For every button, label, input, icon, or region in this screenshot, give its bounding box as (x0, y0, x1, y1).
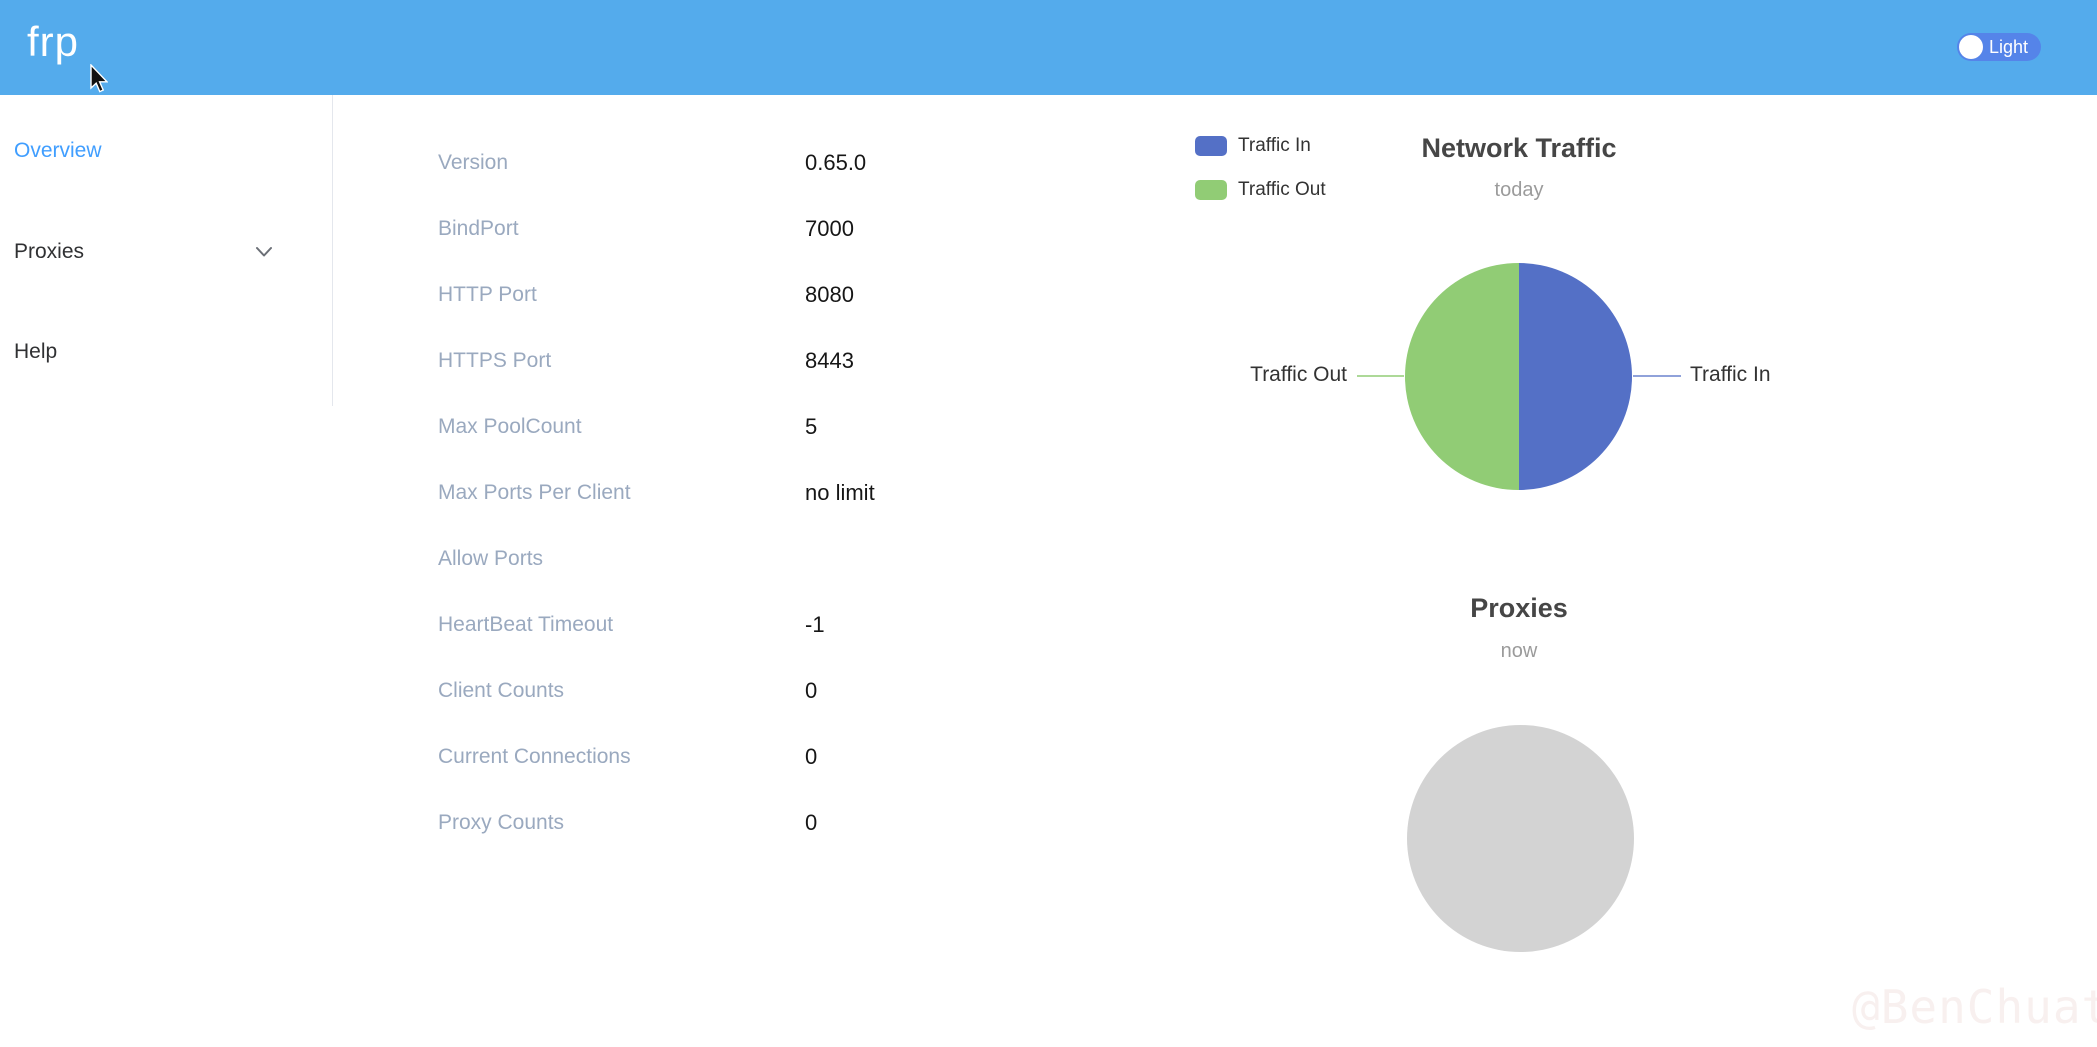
watermark: @BenChuat (1852, 980, 2097, 1034)
sidebar-item-proxies-label: Proxies (14, 240, 85, 263)
config-row-https-port: HTTPS Port 8443 (438, 328, 1038, 394)
config-label: Max PoolCount (438, 415, 582, 438)
config-row-version: Version 0.65.0 (438, 130, 1038, 196)
config-row-client-counts: Client Counts 0 (438, 658, 1038, 724)
config-row-max-ports-per-client: Max Ports Per Client no limit (438, 460, 1038, 526)
config-row-allow-ports: Allow Ports (438, 526, 1038, 592)
config-value: 0 (805, 744, 818, 769)
chevron-down-icon (256, 247, 272, 257)
sidebar: Overview Proxies Help (0, 95, 333, 406)
sidebar-item-proxies[interactable]: Proxies (0, 215, 332, 289)
pie-label-traffic-in: Traffic In (1690, 363, 1771, 386)
config-value: 5 (805, 414, 818, 439)
legend-item-traffic-in[interactable]: Traffic In (1195, 135, 1326, 156)
config-label: Version (438, 151, 509, 174)
config-row-proxy-counts: Proxy Counts 0 (438, 790, 1038, 856)
config-value: no limit (805, 480, 875, 505)
config-value: 0.65.0 (805, 150, 867, 175)
pie-slice-traffic-in[interactable] (1518, 263, 1632, 490)
legend-item-traffic-out[interactable]: Traffic Out (1195, 179, 1326, 200)
app-header: frp Light (0, 0, 2097, 95)
sidebar-item-overview-label: Overview (14, 139, 102, 162)
proxies-chart-subtitle: now (1500, 640, 1538, 662)
config-row-heartbeat-timeout: HeartBeat Timeout -1 (438, 592, 1038, 658)
config-label: Client Counts (438, 679, 565, 702)
chart-legend: Traffic In Traffic Out (1195, 135, 1326, 224)
mouse-cursor-icon (90, 64, 108, 93)
overview-panel: Version 0.65.0 BindPort 7000 HTTP Port 8… (438, 130, 1038, 856)
sidebar-item-help-label: Help (14, 340, 58, 363)
legend-label: Traffic Out (1238, 179, 1326, 200)
config-label: BindPort (438, 217, 519, 240)
config-row-current-connections: Current Connections 0 (438, 724, 1038, 790)
sidebar-item-help[interactable]: Help (0, 315, 332, 389)
config-row-bindport: BindPort 7000 (438, 196, 1038, 262)
network-traffic-title: Network Traffic (1421, 133, 1617, 163)
network-traffic-subtitle: today (1494, 179, 1544, 201)
config-label: Allow Ports (438, 547, 544, 570)
pie-label-traffic-out: Traffic Out (1250, 363, 1347, 386)
proxies-empty-pie-chart (1407, 725, 1634, 952)
config-label: Current Connections (438, 745, 631, 768)
theme-toggle[interactable]: Light (1957, 33, 2041, 61)
frp-logo: frp (27, 18, 80, 65)
config-label: Max Ports Per Client (438, 481, 631, 504)
pie-slice-traffic-out[interactable] (1405, 263, 1519, 490)
legend-label: Traffic In (1238, 135, 1311, 156)
label-line-traffic-in (1633, 375, 1681, 377)
theme-toggle-label: Light (1989, 37, 2029, 57)
theme-toggle-knob[interactable] (1959, 35, 1983, 59)
config-label: Proxy Counts (438, 811, 565, 834)
config-row-http-port: HTTP Port 8080 (438, 262, 1038, 328)
legend-swatch-traffic-out-icon (1195, 180, 1227, 200)
config-row-max-poolcount: Max PoolCount 5 (438, 394, 1038, 460)
config-value: -1 (805, 612, 825, 637)
label-line-traffic-out (1357, 375, 1404, 377)
legend-swatch-traffic-in-icon (1195, 136, 1227, 156)
network-traffic-pie-chart (1405, 263, 1632, 490)
config-value: 0 (805, 810, 818, 835)
config-value: 7000 (805, 216, 854, 241)
proxies-chart-title: Proxies (1470, 593, 1568, 623)
config-value: 0 (805, 678, 818, 703)
config-value: 8443 (805, 348, 854, 373)
config-value: 8080 (805, 282, 854, 307)
config-label: HTTP Port (438, 283, 537, 306)
sidebar-item-overview[interactable]: Overview (0, 114, 332, 188)
config-label: HeartBeat Timeout (438, 613, 614, 636)
config-label: HTTPS Port (438, 349, 552, 372)
